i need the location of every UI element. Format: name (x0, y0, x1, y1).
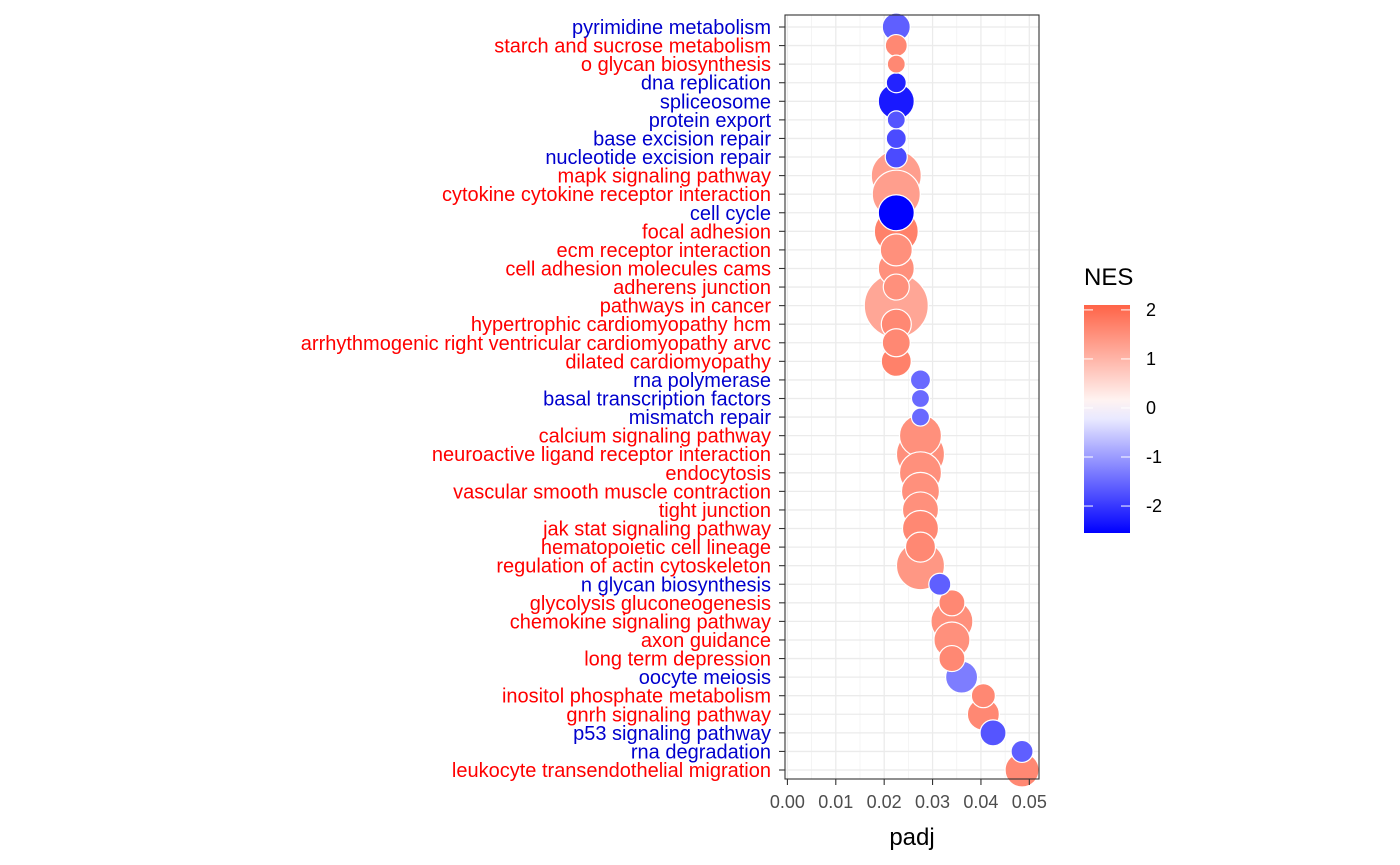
y-tick-label: cytokine cytokine receptor interaction (442, 184, 771, 206)
data-points (863, 12, 1040, 788)
bubble-hematopoietic-cell-lineage (904, 531, 937, 563)
y-tick-label: gnrh signaling pathway (566, 704, 771, 726)
y-tick-label: cell cycle (690, 203, 771, 225)
y-tick-label: vascular smooth muscle contraction (453, 481, 771, 503)
bubble-inositol-phosphate-metabolism (970, 683, 996, 709)
y-tick-label: protein export (649, 110, 772, 132)
y-tick-label: o glycan biosynthesis (581, 54, 771, 76)
legend-colorbar (1084, 305, 1130, 533)
x-tick-label: 0.00 (770, 792, 805, 812)
y-tick-label: leukocyte transendothelial migration (452, 760, 771, 782)
y-tick-label: long term depression (584, 649, 771, 671)
x-tick-label: 0.01 (818, 792, 853, 812)
y-tick-label: pathways in cancer (600, 296, 772, 318)
y-tick-label: basal transcription factors (543, 389, 771, 411)
legend: NES 2 1 0 -1 -2 (1084, 264, 1162, 533)
legend-tick-label: 0 (1146, 398, 1156, 418)
panel-border (784, 14, 1040, 780)
legend-title: NES (1084, 264, 1133, 291)
y-tick-label: inositol phosphate metabolism (502, 686, 771, 708)
bubble-base-excision-repair (885, 127, 907, 150)
y-tick-label: oocyte meiosis (639, 667, 771, 689)
y-tick-label: endocytosis (665, 463, 771, 485)
bubble-dna-replication (885, 72, 907, 94)
y-tick-label: base excision repair (593, 128, 771, 150)
y-tick-label: mapk signaling pathway (558, 166, 771, 188)
y-tick-label: n glycan biosynthesis (581, 574, 771, 596)
y-tick-label: neuroactive ligand receptor interaction (432, 444, 771, 466)
y-tick-label: regulation of actin cytoskeleton (496, 556, 771, 578)
y-tick-label: calcium signaling pathway (539, 426, 771, 448)
bubble-rna-polymerase (909, 369, 932, 391)
y-tick-label: mismatch repair (629, 407, 772, 429)
y-tick-label: tight junction (659, 500, 771, 522)
bubble-ecm-receptor-interaction (879, 233, 913, 267)
bubble-arrhythmogenic-right-ventricular-cardiomyopathy-arvc (881, 328, 911, 358)
bubble-long-term-depression (938, 644, 966, 673)
bubble-adherens-junction (882, 273, 910, 301)
y-tick-label: starch and sucrose metabolism (494, 36, 771, 58)
bubble-o-glycan-biosynthesis (886, 54, 906, 74)
bubble-nucleotide-excision-repair (884, 145, 908, 169)
legend-tick-label: 2 (1146, 300, 1156, 320)
bubble-basal-transcription-factors (910, 388, 931, 409)
x-axis-title: padj (889, 824, 934, 851)
y-tick-label: rna degradation (631, 741, 771, 763)
y-tick-label: jak stat signaling pathway (542, 519, 771, 541)
y-tick-label: cell adhesion molecules cams (505, 258, 771, 280)
bubble-cell-cycle (877, 194, 915, 232)
y-tick-label: arrhythmogenic right ventricular cardiom… (301, 333, 771, 355)
x-tick-label: 0.04 (963, 792, 998, 812)
legend-tick-label: -1 (1146, 447, 1162, 467)
y-tick-label: hypertrophic cardiomyopathy hcm (471, 314, 771, 336)
bubble-p53-signaling-pathway (979, 719, 1007, 747)
legend-tick-label: 1 (1146, 349, 1156, 369)
y-tick-label: chemokine signaling pathway (510, 611, 771, 633)
bubble-protein-export (886, 110, 906, 130)
y-tick-label: dilated cardiomyopathy (565, 351, 771, 373)
bubble-rna-degradation (1010, 739, 1034, 764)
y-tick-label: nucleotide excision repair (545, 147, 771, 169)
bubble-starch-and-sucrose-metabolism (884, 33, 908, 58)
bubble-mismatch-repair (910, 407, 931, 427)
bubble-n-glycan-biosynthesis (928, 572, 952, 596)
x-tick-label: 0.03 (915, 792, 950, 812)
grid-lines (785, 15, 1039, 779)
y-tick-label: p53 signaling pathway (573, 723, 771, 745)
y-tick-label: glycolysis gluconeogenesis (530, 593, 771, 615)
x-axis: 0.00 0.01 0.02 0.03 0.04 0.05 (770, 779, 1047, 812)
y-tick-label: ecm receptor interaction (556, 240, 771, 262)
x-tick-label: 0.05 (1012, 792, 1047, 812)
y-tick-label: rna polymerase (633, 370, 771, 392)
y-tick-label: pyrimidine metabolism (572, 17, 771, 39)
y-tick-label: hematopoietic cell lineage (541, 537, 771, 559)
bubble-glycolysis-gluconeogenesis (938, 589, 966, 617)
y-tick-label: adherens junction (613, 277, 771, 299)
y-tick-label: spliceosome (660, 91, 771, 113)
legend-tick-label: -2 (1146, 496, 1162, 516)
y-tick-label: dna replication (641, 73, 771, 95)
y-tick-label: focal adhesion (642, 221, 771, 243)
y-tick-label: axon guidance (641, 630, 771, 652)
x-tick-label: 0.02 (867, 792, 902, 812)
